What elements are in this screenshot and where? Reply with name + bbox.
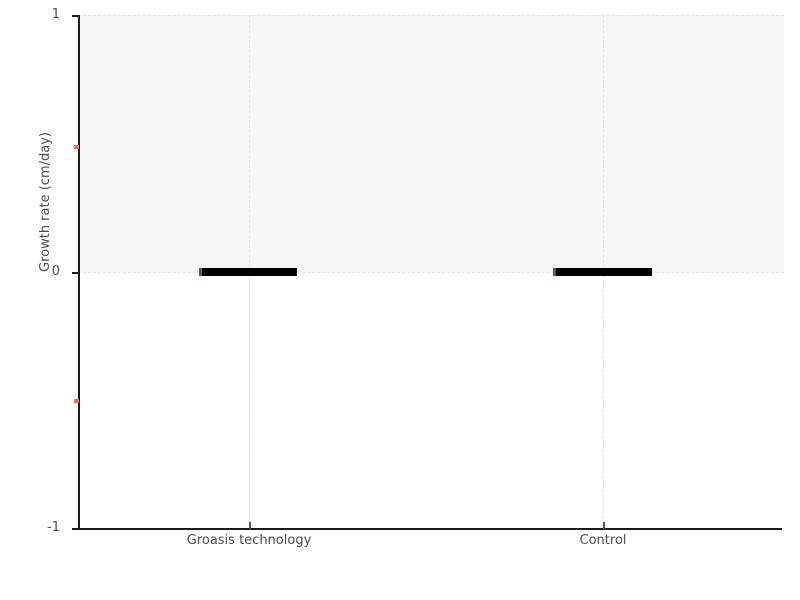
- plot-background: [78, 15, 784, 272]
- y-axis-line: [78, 15, 80, 528]
- gridline-y-0: [78, 272, 784, 273]
- x-tick-label-groasis-technology: Groasis technology: [186, 533, 312, 548]
- x-tick-mark-groasis-technology: [249, 522, 251, 529]
- y-minor-tick-mark-0-5: [74, 145, 79, 149]
- y-tick-mark-neg-1: [72, 528, 79, 530]
- x-tick-label-control: Control: [579, 533, 627, 548]
- y-tick-label-neg-1: -1: [47, 520, 60, 535]
- y-tick-mark-1: [72, 15, 79, 17]
- y-tick-mark-0: [72, 272, 79, 274]
- y-axis-label: Growth rate (cm/day): [38, 132, 53, 272]
- bar-control: [554, 268, 652, 276]
- bar-cap-groasis-technology: [199, 268, 202, 276]
- y-tick-label-0: 0: [51, 264, 60, 279]
- x-axis-line: [78, 528, 782, 530]
- y-tick-label-1: 1: [51, 7, 60, 22]
- bar-groasis-technology: [200, 268, 297, 276]
- bar-cap-control: [553, 268, 556, 276]
- y-minor-tick-mark-neg-0-5: [74, 399, 79, 403]
- x-tick-mark-control: [603, 522, 605, 529]
- gridline-y-1: [78, 15, 784, 16]
